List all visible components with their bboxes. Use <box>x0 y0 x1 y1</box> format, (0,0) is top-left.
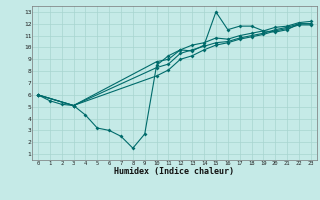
X-axis label: Humidex (Indice chaleur): Humidex (Indice chaleur) <box>115 167 234 176</box>
